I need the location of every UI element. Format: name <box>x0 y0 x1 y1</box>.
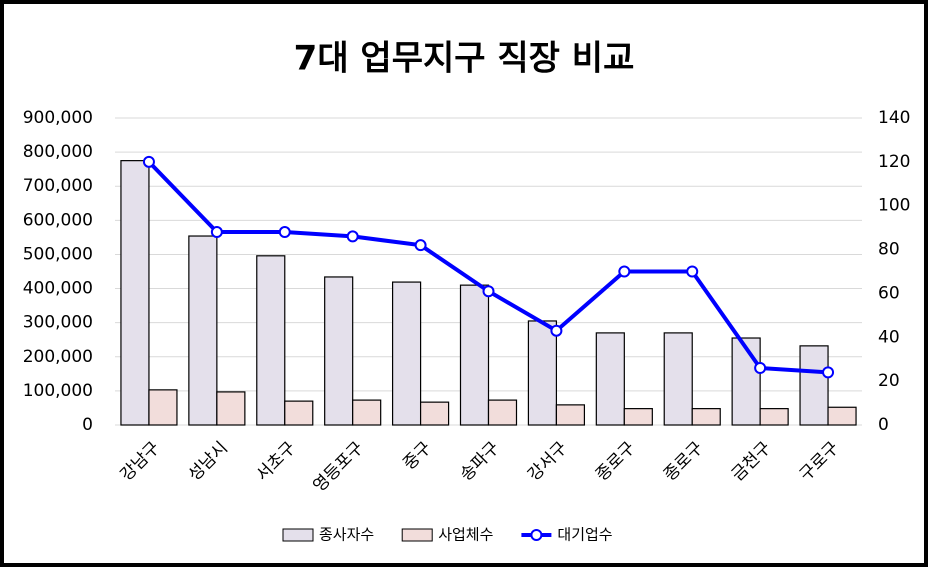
legend-label: 종사자수 <box>319 526 374 544</box>
bar <box>284 400 314 426</box>
marker <box>346 230 359 243</box>
marker <box>482 285 495 298</box>
y-tick-label: 300,000 <box>23 313 93 333</box>
bar <box>459 284 490 426</box>
bar <box>120 160 150 426</box>
y2-tick-label: 60 <box>878 283 900 303</box>
bar <box>799 345 829 426</box>
y-tick-label: 500,000 <box>23 244 93 264</box>
bar <box>555 404 586 426</box>
bar <box>352 399 382 426</box>
bar <box>527 320 558 426</box>
y2-tick-label: 20 <box>878 371 900 391</box>
legend-swatch <box>282 528 314 542</box>
bar <box>595 332 625 426</box>
legend-label: 사업체수 <box>438 526 493 544</box>
bar <box>663 332 693 426</box>
y-tick-label: 0 <box>82 415 93 435</box>
y-tick-label: 200,000 <box>23 347 93 367</box>
marker <box>278 226 291 239</box>
y-tick-label: 800,000 <box>23 142 93 162</box>
marker <box>414 239 427 252</box>
bar <box>216 391 246 426</box>
legend-swatch <box>401 528 433 542</box>
bar <box>324 276 354 426</box>
marker <box>210 226 223 239</box>
bar <box>487 399 518 426</box>
marker <box>686 265 699 278</box>
bar <box>827 406 857 426</box>
y-tick-label: 600,000 <box>23 210 93 230</box>
bar <box>391 281 422 426</box>
marker <box>618 265 631 278</box>
marker <box>754 361 767 374</box>
y-tick-label: 900,000 <box>23 108 93 128</box>
bar <box>731 337 761 426</box>
y2-tick-label: 100 <box>878 196 910 216</box>
legend-marker <box>530 529 543 541</box>
y-tick-label: 400,000 <box>23 279 93 299</box>
bar <box>759 408 789 426</box>
marker <box>822 366 835 379</box>
bar <box>148 389 178 426</box>
marker <box>550 324 563 337</box>
legend-label: 대기업수 <box>557 526 612 544</box>
bar <box>188 235 218 426</box>
y2-tick-label: 140 <box>878 108 910 128</box>
y-tick-label: 100,000 <box>23 381 93 401</box>
y2-tick-label: 0 <box>878 415 889 435</box>
marker <box>142 155 155 168</box>
y2-tick-label: 120 <box>878 152 910 172</box>
chart-title: 7대 업무지구 직장 비교 <box>294 39 635 79</box>
y2-tick-label: 80 <box>878 240 900 260</box>
bar <box>419 401 450 426</box>
bar <box>256 255 286 426</box>
bar <box>623 408 653 426</box>
bar <box>691 408 721 426</box>
y-tick-label: 700,000 <box>23 176 93 196</box>
y2-tick-label: 40 <box>878 327 900 347</box>
